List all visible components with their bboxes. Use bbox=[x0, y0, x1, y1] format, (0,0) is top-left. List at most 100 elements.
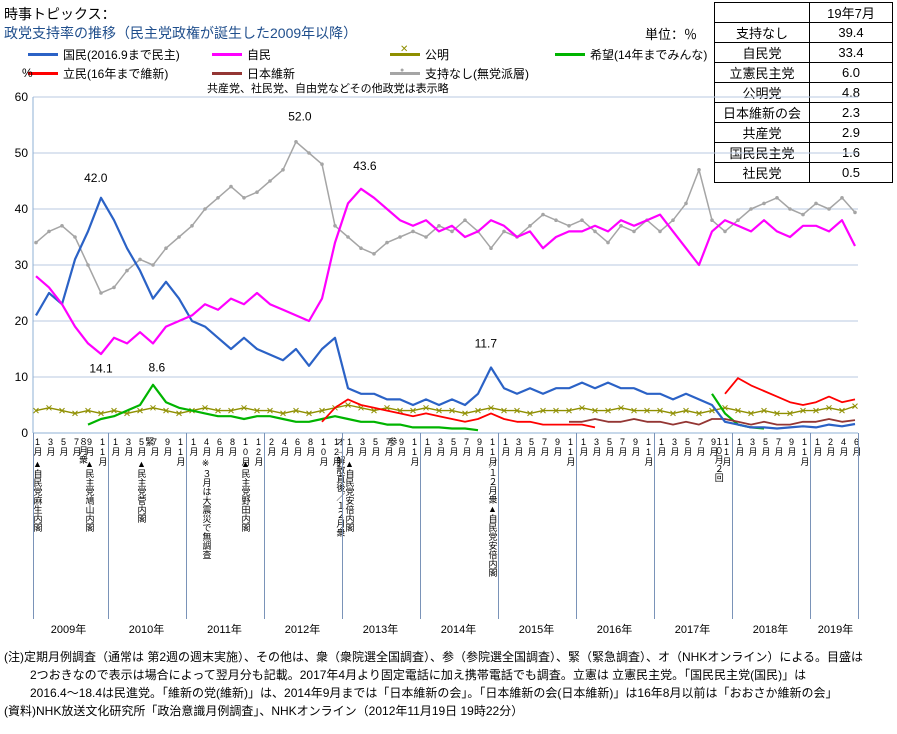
series-marker bbox=[488, 404, 494, 411]
year-separator bbox=[858, 433, 859, 619]
legend-row: 国民(2016.9まで民主) 自民 ✕ 公明 希望(14年までみんな) bbox=[28, 45, 707, 64]
legend-item: 国民(2016.9まで民主) bbox=[28, 46, 212, 63]
party-name: 社民党 bbox=[714, 162, 810, 183]
legend-item: 日本維新 bbox=[212, 65, 390, 82]
series-marker bbox=[449, 407, 455, 414]
x-tick-label: 10月 bbox=[318, 437, 329, 466]
series-marker bbox=[423, 404, 429, 411]
table-row: 立憲民主党 6.0 bbox=[714, 62, 893, 83]
series-marker bbox=[86, 263, 90, 267]
year-separator bbox=[419, 433, 421, 619]
support-value: 6.0 bbox=[809, 62, 893, 83]
x-tick-label: 12月 bbox=[253, 437, 264, 466]
series-marker bbox=[839, 407, 845, 414]
y-tick-label: 20 bbox=[15, 314, 29, 328]
year-separator bbox=[263, 433, 265, 619]
series-marker bbox=[410, 407, 416, 414]
y-tick-label: 50 bbox=[15, 146, 29, 160]
series-marker bbox=[411, 229, 415, 234]
series-marker bbox=[605, 407, 611, 414]
series-marker bbox=[46, 404, 52, 411]
series-marker bbox=[579, 404, 585, 411]
event-annotation: ▲民主党鳩山内閣 bbox=[84, 459, 95, 532]
legend-item: 立民(16年まで維新) bbox=[28, 65, 212, 82]
x-tick-label: 11月 bbox=[97, 437, 108, 466]
series-marker bbox=[111, 407, 117, 414]
party-name: 支持なし bbox=[714, 22, 810, 43]
table-row: 日本維新の会 2.3 bbox=[714, 102, 893, 123]
year-label: 2013年 bbox=[362, 624, 399, 636]
event-annotation: １０月２回 bbox=[713, 437, 724, 482]
legend-label: 日本維新 bbox=[247, 67, 296, 81]
series-marker bbox=[502, 229, 506, 234]
x-tick-label: 11月 bbox=[175, 437, 186, 466]
year-separator bbox=[809, 433, 811, 619]
series-marker bbox=[749, 207, 753, 211]
support-value: 4.8 bbox=[809, 82, 893, 103]
series-marker bbox=[632, 229, 636, 234]
chart-svg: 0 10 20 30 40 50 60 42.0 14.1 8.6 52.0 43.6 11.7 bbox=[15, 90, 858, 440]
series-marker bbox=[99, 291, 103, 295]
series-marker bbox=[735, 407, 741, 414]
series-marker bbox=[293, 407, 299, 414]
series-marker bbox=[748, 410, 754, 417]
series-marker bbox=[853, 210, 857, 215]
legend-line-swatch bbox=[28, 72, 58, 75]
year-label: 2017年 bbox=[674, 624, 711, 636]
series-marker bbox=[840, 196, 844, 200]
event-annotation: ／１２月衆▲自民党安倍内閣 bbox=[487, 459, 498, 577]
series-marker bbox=[176, 410, 182, 417]
footnote-line-3: 2016.4～18.4は民進党。「維新の党(維新)」は、2014年9月までは「日… bbox=[30, 686, 838, 700]
series-marker bbox=[202, 404, 208, 411]
series-marker bbox=[267, 407, 273, 414]
chart-plot-area: 0 10 20 30 40 50 60 42.0 14.1 8.6 52.0 43.6 11.7 bbox=[0, 90, 897, 440]
year-separator bbox=[575, 433, 577, 619]
legend-item: 希望(14年までみんな) bbox=[555, 46, 707, 63]
x-tick-label: 12月 bbox=[331, 437, 342, 466]
series-marker bbox=[85, 407, 91, 414]
series-marker bbox=[475, 407, 481, 414]
series-marker bbox=[125, 268, 129, 273]
series-marker bbox=[606, 240, 610, 245]
series-marker bbox=[827, 207, 831, 211]
series-marker bbox=[242, 196, 246, 200]
legend-line-swatch: ✕ bbox=[390, 45, 420, 56]
event-annotation: ※３月は大震災で無調査 bbox=[201, 459, 212, 559]
x-tick-label: 10月 bbox=[240, 437, 251, 466]
party-name: 共産党 bbox=[714, 122, 810, 143]
year-label: 2010年 bbox=[128, 624, 165, 636]
series-marker bbox=[294, 140, 298, 144]
series-marker bbox=[268, 179, 272, 183]
series-marker bbox=[501, 407, 507, 414]
y-tick-label: 0 bbox=[21, 426, 28, 440]
series-marker bbox=[736, 218, 740, 222]
series-marker bbox=[580, 218, 584, 222]
series-marker bbox=[684, 201, 688, 206]
series-marker bbox=[852, 403, 858, 409]
series-marker bbox=[540, 407, 546, 414]
event-annotation: ▲自民党麻生内閣 bbox=[32, 459, 43, 532]
party-name: 自民党 bbox=[714, 42, 810, 63]
series-marker bbox=[163, 407, 169, 414]
legend-line-swatch bbox=[28, 53, 58, 56]
series-marker bbox=[514, 407, 520, 414]
series-marker bbox=[33, 407, 39, 414]
unit-label: 単位：％ bbox=[645, 27, 698, 42]
series-marker bbox=[151, 263, 155, 267]
series-marker bbox=[137, 407, 143, 414]
legend-row: 立民(16年まで維新) 日本維新 ● 支持なし(無党派層) bbox=[28, 64, 707, 83]
series-line bbox=[35, 141, 856, 294]
chart-note: 共産党、社民党、自由党などその他政党は表示略 bbox=[207, 83, 449, 95]
summary-table: 19年7月 支持なし 39.4 自民党 33.4 立憲民主党 6.0 公明党 4.8 日本維新の… bbox=[714, 2, 893, 183]
series-marker bbox=[424, 235, 428, 239]
series-marker bbox=[618, 404, 624, 411]
series-marker bbox=[761, 407, 767, 414]
legend-item: ✕ 公明 bbox=[390, 45, 555, 63]
y-tick-label: 60 bbox=[15, 90, 29, 104]
legend-line-swatch bbox=[212, 72, 242, 75]
series-marker bbox=[723, 229, 727, 234]
series-marker bbox=[710, 218, 714, 222]
y-tick-label: 40 bbox=[15, 202, 29, 216]
x-tick-label: 11月 bbox=[799, 437, 810, 466]
year-label: 2012年 bbox=[284, 624, 321, 636]
